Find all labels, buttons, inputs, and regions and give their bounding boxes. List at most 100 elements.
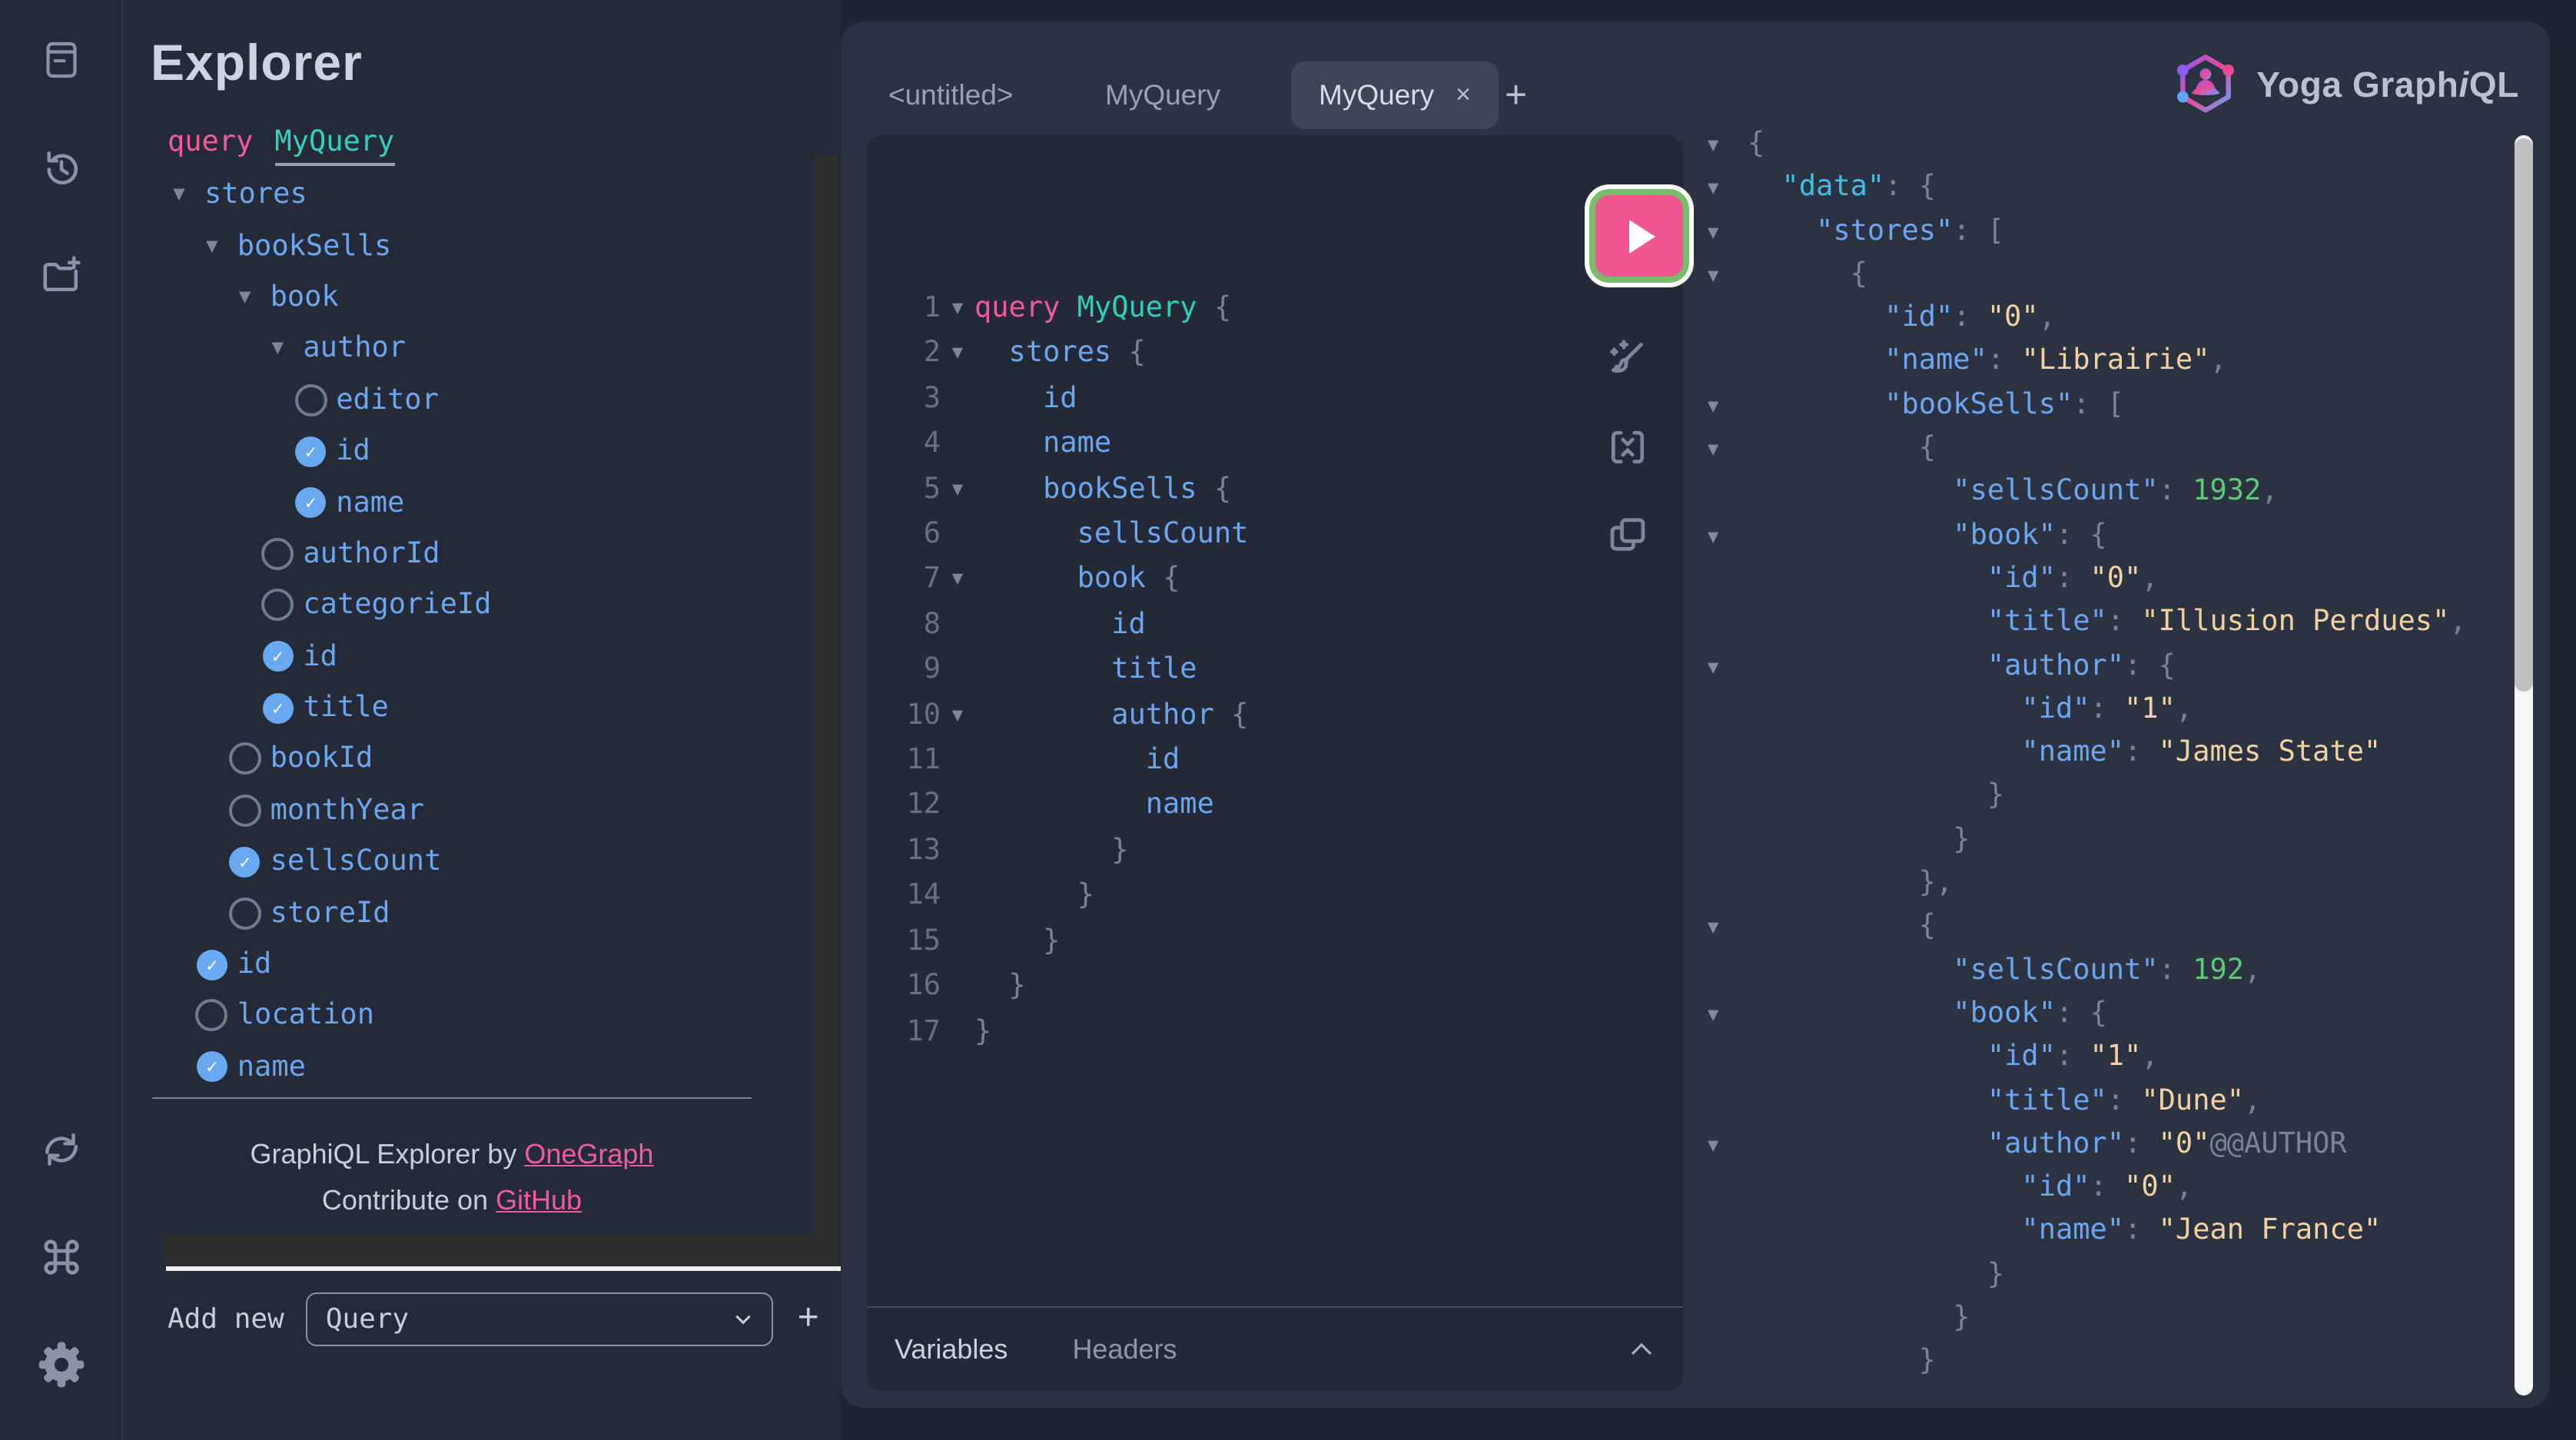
line-number: 4 bbox=[923, 427, 941, 460]
tree-item-label: name bbox=[336, 486, 405, 519]
field-checked-icon[interactable]: ✓ bbox=[261, 640, 294, 672]
close-tab-icon[interactable]: × bbox=[1456, 80, 1471, 109]
explorer-horizontal-scrollbar-thumb[interactable] bbox=[166, 1266, 841, 1271]
tree-item-bookId[interactable]: bookId bbox=[123, 734, 807, 785]
field-unchecked-radio[interactable] bbox=[195, 999, 228, 1032]
operation-row: query MyQuery bbox=[168, 126, 395, 166]
fold-arrow-icon: ▼ bbox=[951, 703, 964, 725]
add-operation-button[interactable]: + bbox=[797, 1297, 819, 1339]
code-line: 12 name bbox=[879, 783, 1648, 828]
response-scrollbar-thumb[interactable] bbox=[2515, 138, 2533, 692]
explorer-field-tree: ▼ stores ▼ bookSells ▼ book ▼ author editor ✓ id ✓ n… bbox=[123, 169, 807, 1091]
collapse-node-icon[interactable]: ▼ bbox=[205, 234, 218, 258]
fold-arrow-icon: ▼ bbox=[1708, 221, 1719, 243]
prettify-icon[interactable] bbox=[1597, 327, 1658, 389]
tree-item-label: authorId bbox=[303, 537, 440, 570]
execute-query-button[interactable] bbox=[1589, 189, 1689, 283]
query-editor-code[interactable]: 1 ▼ query MyQuery {2 ▼ stores {3 id 4 name 5 ▼… bbox=[879, 286, 1648, 1054]
tree-item-label: id bbox=[336, 435, 370, 468]
tree-item-id[interactable]: ✓ id bbox=[123, 426, 807, 477]
field-unchecked-radio[interactable] bbox=[261, 537, 294, 570]
resp-line: ▼ { bbox=[1698, 427, 2510, 471]
line-number: 5 bbox=[923, 473, 941, 506]
explorer-horizontal-scrollbar[interactable] bbox=[166, 1236, 838, 1265]
collapse-node-icon[interactable]: ▼ bbox=[238, 285, 251, 309]
onegraph-link[interactable]: OneGraph bbox=[524, 1139, 654, 1170]
resp-line: "name": "Librairie", bbox=[1698, 340, 2510, 384]
fold-spacer bbox=[1698, 862, 1748, 906]
refetch-icon[interactable] bbox=[0, 1110, 121, 1189]
tree-item-categorieId[interactable]: categorieId bbox=[123, 579, 807, 631]
line-number: 16 bbox=[906, 970, 941, 1003]
tree-item-sellsCount[interactable]: ✓ sellsCount bbox=[123, 836, 807, 888]
github-link[interactable]: GitHub bbox=[496, 1185, 583, 1216]
copy-query-icon[interactable] bbox=[1597, 506, 1658, 567]
resp-line: "id": "1", bbox=[1698, 688, 2510, 732]
tree-item-storeId[interactable]: storeId bbox=[123, 888, 807, 939]
tree-item-location[interactable]: location bbox=[123, 990, 807, 1042]
tree-item-bookSells[interactable]: ▼ bookSells bbox=[123, 221, 807, 272]
code-line: 16 } bbox=[879, 964, 1648, 1009]
tree-item-label: bookId bbox=[270, 742, 373, 775]
tree-item-monthYear[interactable]: monthYear bbox=[123, 785, 807, 836]
field-unchecked-radio[interactable] bbox=[228, 794, 261, 827]
collapse-node-icon[interactable]: ▼ bbox=[271, 337, 284, 360]
tree-item-stores[interactable]: ▼ stores bbox=[123, 169, 807, 221]
field-checked-icon[interactable]: ✓ bbox=[196, 1051, 228, 1083]
tree-item-label: categorieId bbox=[303, 589, 492, 622]
fold-arrow-icon: ▼ bbox=[1708, 655, 1719, 678]
chevron-up-icon[interactable] bbox=[1628, 1340, 1655, 1359]
yoga-graphiql-logo: Yoga GraphiQL bbox=[2175, 52, 2519, 117]
field-checked-icon[interactable]: ✓ bbox=[229, 846, 261, 878]
docs-icon[interactable] bbox=[0, 20, 121, 100]
resp-line: "id": "0", bbox=[1698, 297, 2510, 340]
shortcut-keys-icon[interactable] bbox=[0, 1217, 121, 1297]
query-editor: 1 ▼ query MyQuery {2 ▼ stores {3 id 4 name 5 ▼… bbox=[867, 135, 1689, 1391]
tree-item-authorId[interactable]: authorId bbox=[123, 528, 807, 579]
resp-line: ▼ "stores": [ bbox=[1698, 210, 2510, 254]
fold-spacer bbox=[1698, 1253, 1748, 1297]
session-panel: <untitled> MyQuery MyQuery × + Y bbox=[841, 22, 2550, 1408]
resp-line: ▼ "bookSells": [ bbox=[1698, 384, 2510, 428]
tree-item-title[interactable]: ✓ title bbox=[123, 682, 807, 734]
settings-icon[interactable] bbox=[0, 1325, 121, 1405]
new-tab-button[interactable]: + bbox=[1505, 74, 1528, 117]
history-icon[interactable] bbox=[0, 128, 121, 207]
tree-item-book[interactable]: ▼ book bbox=[123, 272, 807, 324]
field-unchecked-radio[interactable] bbox=[228, 742, 261, 775]
line-number: 14 bbox=[906, 879, 941, 912]
field-unchecked-radio[interactable] bbox=[228, 897, 261, 930]
resp-line: ▼ { bbox=[1698, 906, 2510, 950]
code-line: 10 ▼ author { bbox=[879, 692, 1648, 738]
operation-name[interactable]: MyQuery bbox=[274, 126, 395, 166]
tree-item-id[interactable]: ✓ id bbox=[123, 631, 807, 682]
tree-item-id[interactable]: ✓ id bbox=[123, 939, 807, 990]
fold-spacer bbox=[941, 602, 974, 648]
explorer-vertical-scrollbar[interactable] bbox=[815, 155, 838, 1236]
tree-item-name[interactable]: ✓ name bbox=[123, 477, 807, 529]
field-checked-icon[interactable]: ✓ bbox=[294, 486, 327, 519]
resp-line: "name": "James State" bbox=[1698, 732, 2510, 775]
tab-myquery-1[interactable]: MyQuery bbox=[1105, 78, 1221, 111]
tab-untitled[interactable]: <untitled> bbox=[888, 78, 1014, 111]
tree-item-editor[interactable]: editor bbox=[123, 374, 807, 426]
merge-fragments-icon[interactable] bbox=[1597, 416, 1658, 478]
active-tab-label: MyQuery bbox=[1319, 78, 1435, 111]
operation-type-select[interactable]: Query bbox=[305, 1292, 773, 1345]
tree-item-label: bookSells bbox=[237, 230, 392, 263]
collapse-node-icon[interactable]: ▼ bbox=[173, 183, 185, 207]
field-unchecked-radio[interactable] bbox=[261, 589, 294, 622]
code-line: 13 } bbox=[879, 828, 1648, 874]
tab-headers[interactable]: Headers bbox=[1072, 1333, 1177, 1364]
tree-item-author[interactable]: ▼ author bbox=[123, 323, 807, 374]
fold-arrow-icon: ▼ bbox=[1708, 438, 1719, 460]
tree-item-name[interactable]: ✓ name bbox=[123, 1041, 807, 1093]
field-checked-icon[interactable]: ✓ bbox=[261, 692, 294, 724]
add-collection-icon[interactable] bbox=[0, 235, 121, 315]
tab-variables[interactable]: Variables bbox=[895, 1333, 1008, 1364]
field-unchecked-radio[interactable] bbox=[294, 383, 327, 416]
field-checked-icon[interactable]: ✓ bbox=[294, 435, 327, 467]
field-checked-icon[interactable]: ✓ bbox=[196, 948, 228, 980]
tab-myquery-active[interactable]: MyQuery × bbox=[1291, 61, 1499, 129]
fold-spacer bbox=[1698, 471, 1748, 515]
